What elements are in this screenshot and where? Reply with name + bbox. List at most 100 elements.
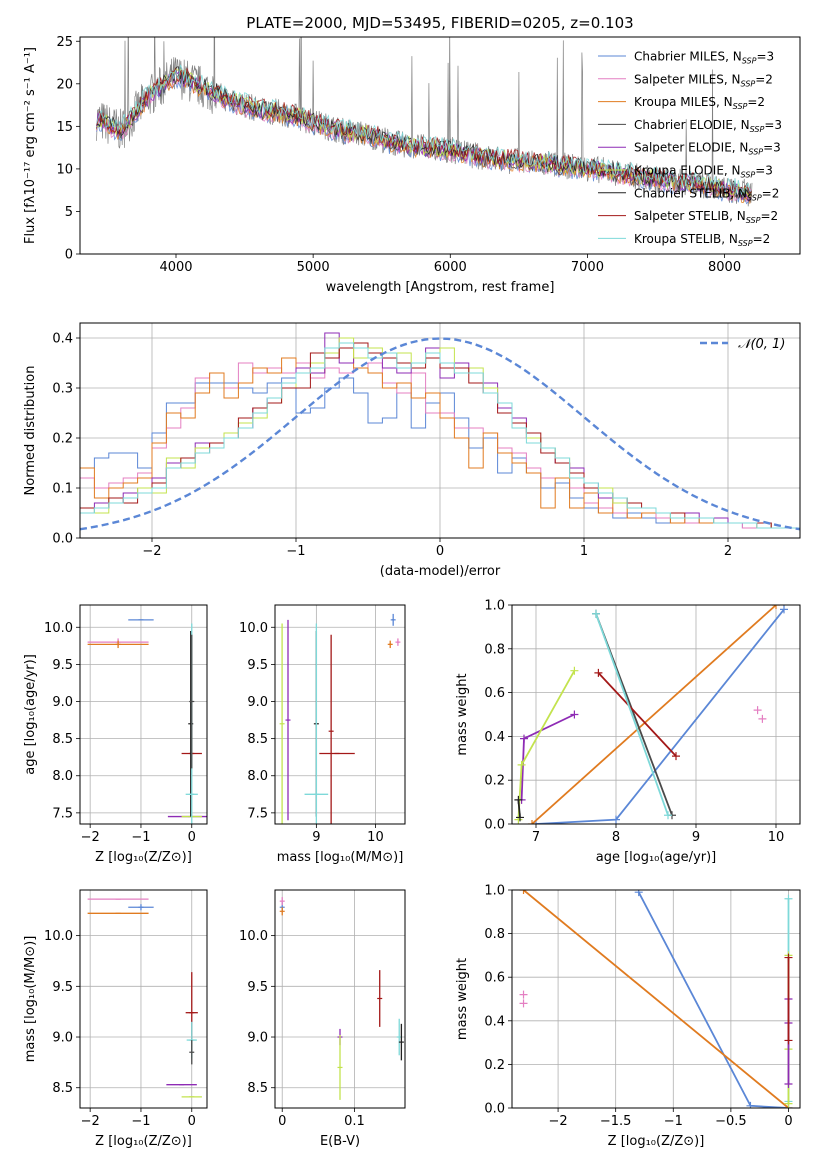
y-tick-label: 0.4 <box>484 730 505 745</box>
y-tick-label: 0 <box>65 248 73 263</box>
y-tick-label: 10.0 <box>44 929 73 944</box>
plot-area <box>279 613 401 824</box>
plus-marker <box>784 894 793 903</box>
y-tick-label: 0.3 <box>52 382 73 397</box>
x-tick-label: 0 <box>188 830 196 845</box>
y-tick-label: 10.0 <box>239 929 268 944</box>
x-axis-label: Z [log₁₀(Z/Z⊙)] <box>95 1134 192 1149</box>
legend-entry: Kroupa STELIB, NSSP=2 <box>634 232 770 248</box>
plus-marker <box>592 609 600 618</box>
plus-marker <box>784 953 793 962</box>
legend-subscript: SSP <box>738 239 753 248</box>
y-tick-label: 8.0 <box>52 769 73 784</box>
legend-nssp: =2 <box>762 186 780 200</box>
y-tick-label: 9.5 <box>52 658 73 673</box>
y-tick-label: 0.6 <box>484 686 505 701</box>
legend-nssp: =3 <box>756 50 774 64</box>
legend-subscript: SSP <box>733 102 748 111</box>
legend-subscript: SSP <box>746 216 761 225</box>
legend-entry: Kroupa ELODIE, NSSP=3 <box>634 164 773 180</box>
plus-marker <box>570 666 579 675</box>
y-tick-label: 0.6 <box>484 971 505 986</box>
y-tick-label: 0.2 <box>484 1058 505 1073</box>
plus-marker <box>784 1099 793 1108</box>
legend-entry: Kroupa MILES, NSSP=2 <box>634 95 765 111</box>
legend-subscript: SSP <box>742 57 757 66</box>
y-axis-label: Normed distribution <box>23 366 38 496</box>
plus-marker <box>594 668 603 677</box>
plot-area <box>87 619 207 824</box>
legend: Chabrier MILES, NSSP=3 Salpeter MILES, NS… <box>598 50 782 248</box>
y-tick-label: 5 <box>65 205 73 220</box>
y-tick-label: 8.5 <box>52 732 73 747</box>
legend-subscript: SSP <box>748 148 763 157</box>
x-axis-label: mass [log₁₀(M/M⊙)] <box>277 850 404 865</box>
y-tick-label: 0.0 <box>484 1102 505 1117</box>
legend-entry: Salpeter STELIB, NSSP=2 <box>634 209 778 225</box>
y-axis-label: mass weight <box>455 673 470 755</box>
x-tick-label: −1 <box>286 544 305 559</box>
y-tick-label: 8.5 <box>247 732 268 747</box>
plot-frame <box>79 604 208 825</box>
y-tick-label: 0.8 <box>484 642 505 657</box>
legend-nssp: =2 <box>755 72 773 86</box>
legend-nssp: =3 <box>764 118 782 132</box>
plus-marker <box>746 1101 755 1108</box>
x-tick-label: −2 <box>81 830 100 845</box>
x-tick-label: 9 <box>692 830 700 845</box>
y-tick-label: 0.1 <box>52 482 73 497</box>
legend-nssp: =3 <box>755 164 773 178</box>
legend-nssp: =2 <box>760 209 778 223</box>
x-axis-label: E(B-V) <box>320 1134 360 1149</box>
x-tick-label: 1 <box>580 544 588 559</box>
mass-weight-line <box>522 890 790 1108</box>
legend-entry: Salpeter ELODIE, NSSP=3 <box>634 141 781 157</box>
plus-marker <box>519 999 528 1008</box>
plot-area <box>279 897 404 1100</box>
mass-weight-line <box>517 670 576 820</box>
plus-marker <box>784 1036 793 1045</box>
x-axis-label: (data-model)/error <box>380 564 501 579</box>
legend-subscript: SSP <box>741 171 756 180</box>
y-tick-label: 8.0 <box>247 769 268 784</box>
plus-marker <box>664 811 672 820</box>
x-tick-label: 8000 <box>708 260 741 275</box>
plus-marker <box>519 990 528 999</box>
y-tick-label: 0.8 <box>484 927 505 942</box>
y-axis-label: Flux [fλ10⁻¹⁷ erg cm⁻² s⁻¹ A⁻¹] <box>23 47 38 244</box>
plus-marker <box>753 706 762 715</box>
plus-marker <box>516 813 524 822</box>
y-tick-label: 9.5 <box>247 980 268 995</box>
plus-marker <box>672 752 680 761</box>
legend-nssp: =2 <box>753 232 771 246</box>
spectrum-panel: 4000 5000 6000 7000 8000 0 5 10 15 20 25 wavelength… <box>23 35 801 295</box>
legend-subscript: SSP <box>750 125 765 134</box>
y-tick-label: 9.0 <box>52 1031 73 1046</box>
x-tick-label: 8 <box>612 830 620 845</box>
y-tick-label: 9.5 <box>52 980 73 995</box>
mass-weight-vs-age-panel: 7 8 9 10 0.0 0.2 0.4 0.6 0.8 1.0 age [log₁₀(age/yr… <box>455 599 801 865</box>
x-tick-label: −2 <box>81 1114 100 1129</box>
x-tick-label: 7000 <box>571 260 604 275</box>
y-tick-label: 0.4 <box>484 1014 505 1029</box>
x-tick-label: 0 <box>278 1114 286 1129</box>
mass-vs-extinction-panel: 0 0.1 8.5 9.0 9.5 10.0 E(B-V) <box>239 889 406 1149</box>
y-tick-label: 9.5 <box>247 658 268 673</box>
plus-marker <box>772 605 780 609</box>
plus-marker <box>519 890 528 894</box>
y-tick-label: 7.5 <box>247 806 268 821</box>
x-tick-label: −2 <box>142 544 161 559</box>
x-tick-label: 0.1 <box>344 1114 365 1129</box>
y-tick-label: 10.0 <box>44 621 73 636</box>
mass-weight-line <box>597 672 677 757</box>
plot-area <box>519 890 793 1108</box>
plot-frame <box>511 889 801 1109</box>
x-tick-label: 10 <box>768 830 785 845</box>
y-tick-label: 8.5 <box>52 1081 73 1096</box>
residual-histogram <box>80 377 800 529</box>
plot-frame <box>274 604 406 825</box>
y-tick-label: 0.0 <box>484 818 505 833</box>
y-axis-label: mass weight <box>455 958 470 1040</box>
plot-frame <box>79 322 801 539</box>
